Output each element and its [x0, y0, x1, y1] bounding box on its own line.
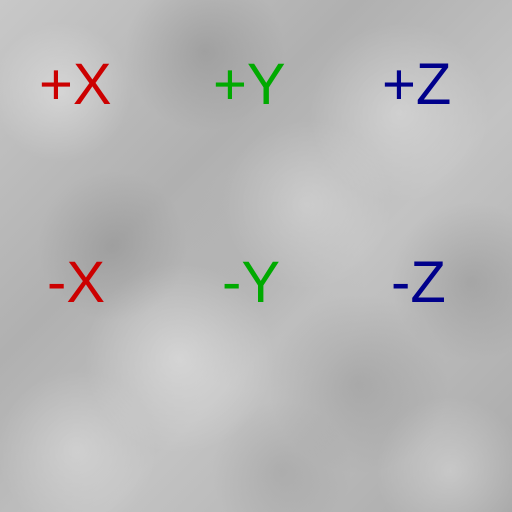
- positive-x-label: +X: [39, 52, 112, 117]
- negative-z-label: -Z: [391, 250, 446, 315]
- negative-x-label: -X: [47, 250, 105, 315]
- positive-z-label: +Z: [382, 52, 452, 117]
- negative-y-label: -Y: [222, 250, 280, 315]
- positive-y-label: +Y: [213, 52, 286, 117]
